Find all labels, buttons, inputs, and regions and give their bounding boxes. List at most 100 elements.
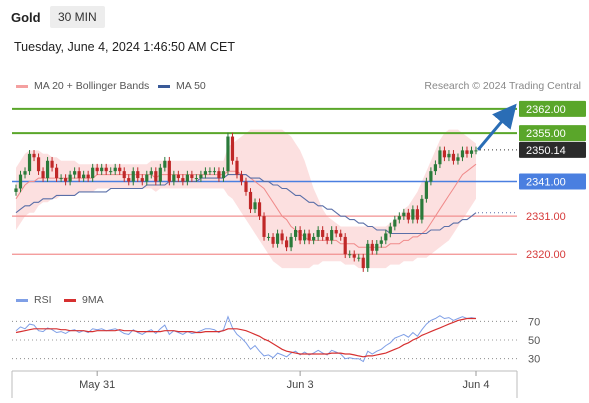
candle-body <box>266 236 271 238</box>
rsi-line <box>15 315 477 363</box>
candle-body <box>82 174 86 179</box>
candle-body <box>348 254 352 256</box>
candle-body <box>136 171 140 179</box>
candle-body <box>312 236 316 241</box>
rsi-level-label: 50 <box>528 335 540 347</box>
candle-body <box>321 230 325 237</box>
candle-body <box>343 236 347 255</box>
candle-body <box>388 226 392 234</box>
legend-rsi: RSI <box>16 294 52 306</box>
candle-body <box>262 216 266 237</box>
candle-body <box>158 167 162 182</box>
candle-body <box>36 157 41 172</box>
candle-body <box>221 171 226 179</box>
candle-body <box>451 153 456 161</box>
projection-arrow <box>476 103 517 151</box>
ma9-label: 9MA <box>82 294 104 306</box>
candle-body <box>330 230 334 241</box>
candle-body <box>402 212 406 217</box>
candle-body <box>289 236 293 248</box>
candle-body <box>122 171 126 179</box>
price-label: 2331.00 <box>526 211 566 223</box>
rsi-label: RSI <box>34 294 52 306</box>
candle-body <box>411 209 415 220</box>
candle-body <box>64 178 68 182</box>
candle-body <box>280 233 284 241</box>
candle-body <box>199 174 203 179</box>
datetime-label: Tuesday, June 4, 2024 1:46:50 AM CET <box>14 40 235 54</box>
candle-body <box>194 178 198 180</box>
candle-body <box>239 174 244 182</box>
candle-body <box>379 240 383 244</box>
candle-body <box>185 174 189 182</box>
candle-body <box>217 171 221 179</box>
bb-label: MA 20 + Bollinger Bands <box>34 80 150 92</box>
price-label: 2355.00 <box>526 128 566 140</box>
candle-body <box>275 233 280 244</box>
legend-9ma: 9MA <box>64 294 104 306</box>
candle-body <box>271 236 275 244</box>
candle-body <box>339 233 343 237</box>
candle-body <box>77 171 81 179</box>
candle-body <box>190 174 194 179</box>
candle-body <box>167 160 171 182</box>
price-tag-resistance <box>519 125 586 142</box>
candle-body <box>212 171 217 173</box>
candle-body <box>109 171 113 173</box>
bb-swatch <box>16 84 28 88</box>
candle-body <box>447 153 451 158</box>
asset-name: Gold <box>11 10 41 25</box>
candle-body <box>68 174 72 182</box>
candle-body <box>226 136 230 172</box>
candle-body <box>41 171 45 179</box>
price-tag-resistance <box>519 100 586 117</box>
candle-body <box>145 174 149 182</box>
rsi-ma-line <box>15 317 476 358</box>
candle-body <box>45 160 50 179</box>
candle-body <box>248 191 253 210</box>
candle-body <box>352 254 356 258</box>
candle-body <box>316 230 320 237</box>
candle-body <box>442 150 447 158</box>
legend-bb: MA 20 + Bollinger Bands <box>16 80 149 92</box>
x-tick-label: Jun 3 <box>287 379 314 391</box>
candle-body <box>23 171 27 175</box>
candle-body <box>140 178 144 182</box>
candle-body <box>154 171 158 182</box>
x-tick-label: May 31 <box>79 379 115 391</box>
candle-body <box>18 174 23 189</box>
candle-body <box>465 150 469 154</box>
candle-body <box>113 167 117 172</box>
candle-body <box>118 167 122 172</box>
candle-body <box>14 188 18 192</box>
candle-body <box>253 202 257 210</box>
credit-label: Research © 2024 Trading Central <box>424 80 581 92</box>
candle-body <box>433 164 438 172</box>
candle-body <box>32 153 36 158</box>
candle-body <box>208 171 212 173</box>
candle-body <box>424 181 428 199</box>
candle-body <box>429 171 433 182</box>
candle-body <box>438 150 442 165</box>
candle-body <box>163 160 167 168</box>
bollinger-band <box>16 129 476 269</box>
candle-body <box>357 257 361 259</box>
candle-body <box>361 257 365 269</box>
candle-body <box>460 150 465 158</box>
price-tag-last <box>519 141 586 158</box>
candle-body <box>59 178 63 180</box>
candle-body <box>244 181 248 192</box>
candle-body <box>149 171 153 175</box>
timeframe-button[interactable]: 30 MIN <box>50 6 105 28</box>
candle-body <box>230 136 235 161</box>
candle-body <box>27 153 32 172</box>
candle-body <box>325 236 329 241</box>
candle-body <box>469 150 474 154</box>
candle-body <box>370 243 374 251</box>
candle-body <box>284 240 289 248</box>
candle-body <box>95 167 99 172</box>
candle-body <box>420 198 424 220</box>
candle-body <box>366 243 370 269</box>
candle-body <box>303 233 307 241</box>
